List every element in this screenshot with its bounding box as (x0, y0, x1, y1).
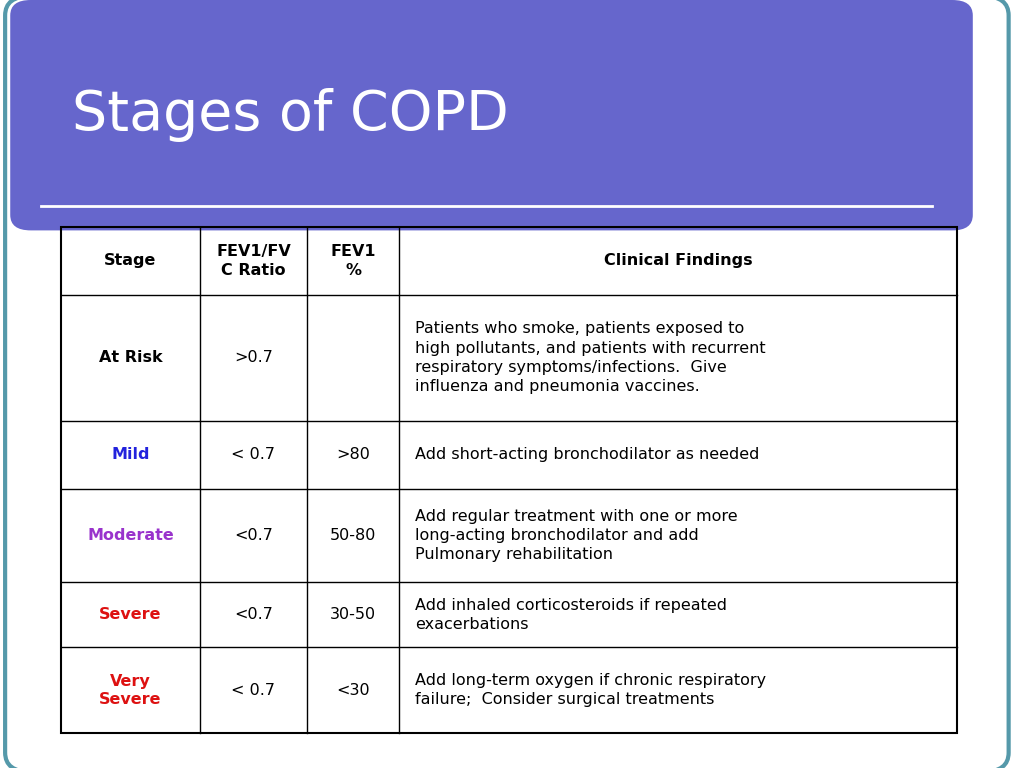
Text: Add long-term oxygen if chronic respiratory
failure;  Consider surgical treatmen: Add long-term oxygen if chronic respirat… (415, 674, 766, 707)
Text: 30-50: 30-50 (330, 607, 377, 622)
Text: <30: <30 (337, 683, 370, 698)
Text: FEV1
%: FEV1 % (331, 244, 376, 277)
Text: At Risk: At Risk (98, 350, 163, 366)
Text: Add inhaled corticosteroids if repeated
exacerbations: Add inhaled corticosteroids if repeated … (415, 598, 727, 632)
Text: Stage: Stage (104, 253, 157, 268)
Text: Clinical Findings: Clinical Findings (604, 253, 753, 268)
Text: < 0.7: < 0.7 (231, 683, 275, 698)
Bar (61, 227, 957, 733)
Text: Patients who smoke, patients exposed to
high pollutants, and patients with recur: Patients who smoke, patients exposed to … (415, 322, 765, 394)
FancyBboxPatch shape (10, 0, 973, 230)
Text: 50-80: 50-80 (330, 528, 377, 543)
FancyBboxPatch shape (5, 0, 1009, 768)
Text: Severe: Severe (99, 607, 162, 622)
Text: Add short-acting bronchodilator as needed: Add short-acting bronchodilator as neede… (415, 447, 759, 462)
Text: >80: >80 (336, 447, 371, 462)
Text: Mild: Mild (112, 447, 150, 462)
Text: < 0.7: < 0.7 (231, 447, 275, 462)
Text: <0.7: <0.7 (234, 528, 272, 543)
Text: Add regular treatment with one or more
long-acting bronchodilator and add
Pulmon: Add regular treatment with one or more l… (415, 509, 737, 562)
Text: Stages of COPD: Stages of COPD (72, 88, 509, 142)
Text: FEV1/FV
C Ratio: FEV1/FV C Ratio (216, 244, 291, 277)
Text: Very
Severe: Very Severe (99, 674, 162, 707)
Text: Moderate: Moderate (87, 528, 174, 543)
Text: <0.7: <0.7 (234, 607, 272, 622)
Text: >0.7: >0.7 (234, 350, 272, 366)
